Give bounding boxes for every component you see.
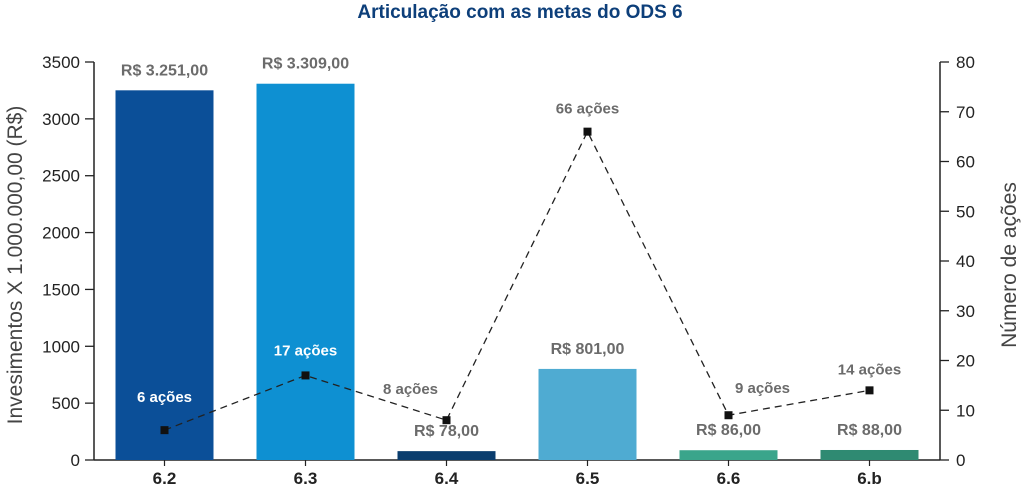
actions-label: 14 ações (838, 361, 901, 378)
bar-value-label: R$ 801,00 (551, 341, 625, 358)
y-tick-label: 3000 (42, 110, 80, 129)
y-tick-label: 1000 (42, 337, 80, 356)
bar-6.b (820, 449, 919, 460)
y2-axis-label: Número de ações (998, 182, 1021, 348)
chart-title: Articulação com as metas do ODS 6 (357, 2, 682, 23)
bar-value-label: R$ 88,00 (837, 422, 902, 439)
bar-6.2 (115, 90, 214, 461)
bar-6.4 (397, 451, 496, 460)
actions-point (865, 386, 874, 395)
y-axis-label: Invesimentos X 1.000.000,00 (R$) (4, 106, 27, 425)
y-tick-label: 2000 (42, 224, 80, 243)
y2-tick-label: 70 (956, 103, 975, 122)
y2-tick-label: 80 (956, 53, 975, 72)
bar-value-label: R$ 3.309,00 (262, 56, 349, 73)
actions-label: 8 ações (383, 381, 438, 398)
actions-point (442, 416, 451, 425)
x-tick-label: 6.b (857, 469, 882, 488)
bar-value-label: R$ 3.251,00 (121, 62, 208, 79)
tick-group: 0 500 1000 1500 2000 2500 3000 3500 0 10 20 30 40 50 6… (42, 53, 975, 488)
bar-6.3 (256, 83, 355, 461)
actions-line (164, 130, 870, 431)
bar-group (115, 83, 919, 461)
actions-point (160, 426, 169, 435)
y-tick-label: 500 (52, 394, 80, 413)
actions-label: 6 ações (137, 389, 192, 406)
bar-value-label: R$ 78,00 (414, 423, 479, 440)
bar-value-label: R$ 86,00 (696, 422, 761, 439)
actions-point (583, 127, 592, 136)
actions-label: 66 ações (556, 101, 619, 118)
bar-6.6 (679, 450, 778, 460)
y-tick-label: 1500 (42, 280, 80, 299)
y-tick-label: 3500 (42, 53, 80, 72)
y2-tick-label: 10 (956, 401, 975, 420)
x-tick-label: 6.6 (717, 469, 741, 488)
y2-tick-label: 20 (956, 352, 975, 371)
x-tick-label: 6.5 (576, 469, 600, 488)
actions-label: 9 ações (735, 380, 790, 397)
label-group: R$ 3.251,00 R$ 3.309,00 R$ 78,00 R$ 801,00 R… (121, 56, 902, 440)
actions-label: 17 ações (274, 342, 337, 359)
y2-tick-label: 0 (956, 451, 965, 470)
y2-tick-label: 50 (956, 202, 975, 221)
y-tick-label: 0 (71, 451, 80, 470)
x-tick-label: 6.3 (294, 469, 318, 488)
y2-tick-label: 60 (956, 153, 975, 172)
y-tick-label: 2500 (42, 167, 80, 186)
y2-tick-label: 30 (956, 302, 975, 321)
actions-point (724, 411, 733, 420)
x-tick-label: 6.2 (153, 469, 177, 488)
line-series-group (160, 127, 874, 435)
y2-tick-label: 40 (956, 252, 975, 271)
actions-point (301, 371, 310, 380)
x-tick-label: 6.4 (435, 469, 459, 488)
bar-6.5 (538, 368, 637, 460)
